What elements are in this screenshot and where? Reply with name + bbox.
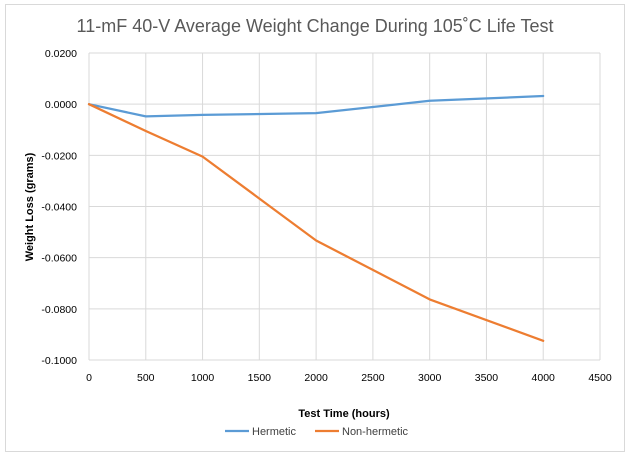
x-tick-label: 2500 (361, 372, 385, 384)
y-tick-label: -0.0400 (41, 202, 77, 214)
y-tick-label: 0.0200 (45, 48, 77, 60)
x-tick-label: 3500 (475, 372, 499, 384)
gridlines (88, 52, 601, 361)
x-tick-label: 1500 (248, 372, 272, 384)
y-tick-label: -0.1000 (41, 355, 77, 367)
x-tick-label: 1000 (191, 372, 215, 384)
series-line-non-hermetic (87, 103, 545, 342)
legend-label: Hermetic (252, 426, 297, 438)
chart-frame (5, 4, 625, 452)
x-tick-label: 0 (86, 372, 92, 384)
series-lines (87, 94, 545, 342)
x-tick-label: 4000 (532, 372, 556, 384)
series-line-hermetic (87, 94, 545, 118)
chart-title: 11-mF 40-V Average Weight Change During … (77, 16, 554, 36)
x-tick-label: 4500 (588, 372, 612, 384)
legend: Hermetic Non-hermetic (225, 426, 409, 438)
x-axis-ticks: 0 500 1000 1500 2000 2500 3000 3500 4000 4500 (86, 372, 612, 384)
x-axis-title: Test Time (hours) (298, 408, 390, 420)
y-tick-label: -0.0200 (41, 150, 77, 162)
x-tick-label: 3000 (418, 372, 442, 384)
y-axis-title: Weight Loss (grams) (24, 152, 36, 261)
y-tick-label: -0.0800 (41, 304, 77, 316)
x-tick-label: 500 (137, 372, 155, 384)
legend-label: Non-hermetic (342, 426, 409, 438)
y-tick-label: 0.0000 (45, 99, 77, 111)
y-axis-ticks: 0.0200 0.0000 -0.0200 -0.0400 -0.0600 -0.0800… (41, 48, 77, 367)
y-tick-label: -0.0600 (41, 253, 77, 265)
x-tick-label: 2000 (304, 372, 328, 384)
